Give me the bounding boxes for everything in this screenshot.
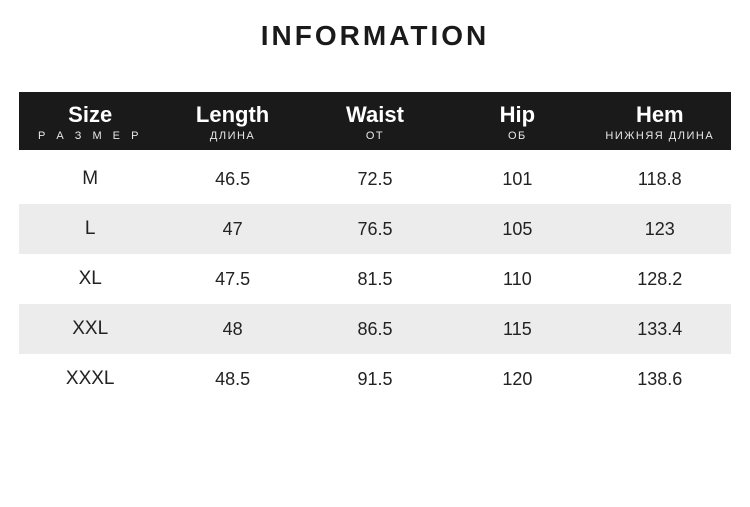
cell-waist: 86.5	[304, 304, 446, 354]
col-header-ru: ДЛИНА	[169, 130, 295, 142]
cell-hip: 120	[446, 354, 588, 404]
cell-waist: 72.5	[304, 150, 446, 204]
col-header-en: Length	[169, 102, 295, 128]
cell-size: XL	[19, 254, 161, 304]
col-header-en: Size	[27, 102, 153, 128]
col-header-length: Length ДЛИНА	[161, 92, 303, 150]
col-header-ru: Р А З М Е Р	[27, 130, 153, 142]
col-header-ru: НИЖНЯЯ ДЛИНА	[597, 130, 723, 142]
col-header-en: Waist	[312, 102, 438, 128]
cell-waist: 81.5	[304, 254, 446, 304]
cell-size: L	[19, 204, 161, 254]
col-header-hem: Hem НИЖНЯЯ ДЛИНА	[589, 92, 731, 150]
cell-size: XXXL	[19, 354, 161, 404]
cell-hem: 138.6	[589, 354, 731, 404]
cell-size: M	[19, 150, 161, 204]
col-header-en: Hem	[597, 102, 723, 128]
col-header-ru: ОТ	[312, 130, 438, 142]
cell-length: 47	[161, 204, 303, 254]
page-title: INFORMATION	[261, 20, 489, 52]
col-header-ru: ОБ	[454, 130, 580, 142]
table-row: M 46.5 72.5 101 118.8	[19, 150, 731, 204]
table-row: XL 47.5 81.5 110 128.2	[19, 254, 731, 304]
table-row: XXXL 48.5 91.5 120 138.6	[19, 354, 731, 404]
cell-hem: 118.8	[589, 150, 731, 204]
cell-hem: 128.2	[589, 254, 731, 304]
col-header-size: Size Р А З М Е Р	[19, 92, 161, 150]
col-header-hip: Hip ОБ	[446, 92, 588, 150]
size-table: Size Р А З М Е Р Length ДЛИНА Waist ОТ H…	[19, 92, 731, 404]
table-row: L 47 76.5 105 123	[19, 204, 731, 254]
cell-hip: 110	[446, 254, 588, 304]
cell-length: 46.5	[161, 150, 303, 204]
size-table-container: Size Р А З М Е Р Length ДЛИНА Waist ОТ H…	[19, 92, 731, 404]
cell-length: 48	[161, 304, 303, 354]
cell-hem: 133.4	[589, 304, 731, 354]
table-header-row: Size Р А З М Е Р Length ДЛИНА Waist ОТ H…	[19, 92, 731, 150]
cell-hip: 115	[446, 304, 588, 354]
cell-size: XXL	[19, 304, 161, 354]
cell-hip: 105	[446, 204, 588, 254]
table-row: XXL 48 86.5 115 133.4	[19, 304, 731, 354]
col-header-waist: Waist ОТ	[304, 92, 446, 150]
cell-hip: 101	[446, 150, 588, 204]
col-header-en: Hip	[454, 102, 580, 128]
cell-hem: 123	[589, 204, 731, 254]
cell-waist: 91.5	[304, 354, 446, 404]
cell-length: 47.5	[161, 254, 303, 304]
cell-waist: 76.5	[304, 204, 446, 254]
cell-length: 48.5	[161, 354, 303, 404]
